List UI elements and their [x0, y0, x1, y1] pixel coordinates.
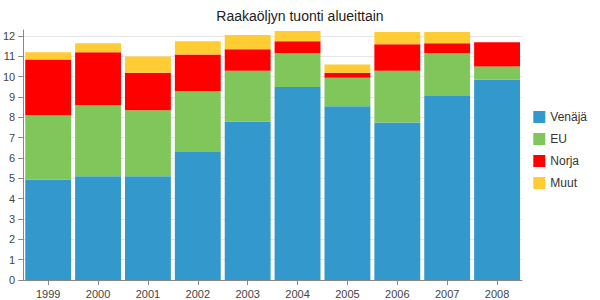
svg-text:2006: 2006 [385, 288, 409, 300]
svg-text:EU: EU [550, 132, 567, 146]
svg-text:2004: 2004 [285, 288, 309, 300]
svg-text:12: 12 [3, 30, 15, 42]
svg-text:10: 10 [3, 71, 15, 83]
svg-text:1999: 1999 [36, 288, 60, 300]
svg-text:4: 4 [9, 193, 15, 205]
svg-text:2007: 2007 [435, 288, 459, 300]
svg-text:0: 0 [9, 274, 15, 286]
svg-text:2000: 2000 [86, 288, 110, 300]
svg-text:1: 1 [9, 254, 15, 266]
svg-text:9: 9 [9, 91, 15, 103]
svg-text:7: 7 [9, 132, 15, 144]
svg-text:2008: 2008 [485, 288, 509, 300]
svg-text:3: 3 [9, 213, 15, 225]
svg-text:6: 6 [9, 152, 15, 164]
svg-text:5: 5 [9, 172, 15, 184]
svg-text:2: 2 [9, 233, 15, 245]
svg-text:Muut: Muut [550, 176, 577, 190]
svg-text:Raakaöljyn tuonti alueittain: Raakaöljyn tuonti alueittain [216, 8, 383, 24]
svg-text:2001: 2001 [136, 288, 160, 300]
svg-text:Venäjä: Venäjä [550, 110, 587, 124]
svg-text:2002: 2002 [186, 288, 210, 300]
svg-text:8: 8 [9, 111, 15, 123]
svg-text:2003: 2003 [235, 288, 259, 300]
svg-text:11: 11 [4, 50, 15, 62]
svg-text:2005: 2005 [335, 288, 359, 300]
svg-text:Norja: Norja [550, 154, 579, 168]
